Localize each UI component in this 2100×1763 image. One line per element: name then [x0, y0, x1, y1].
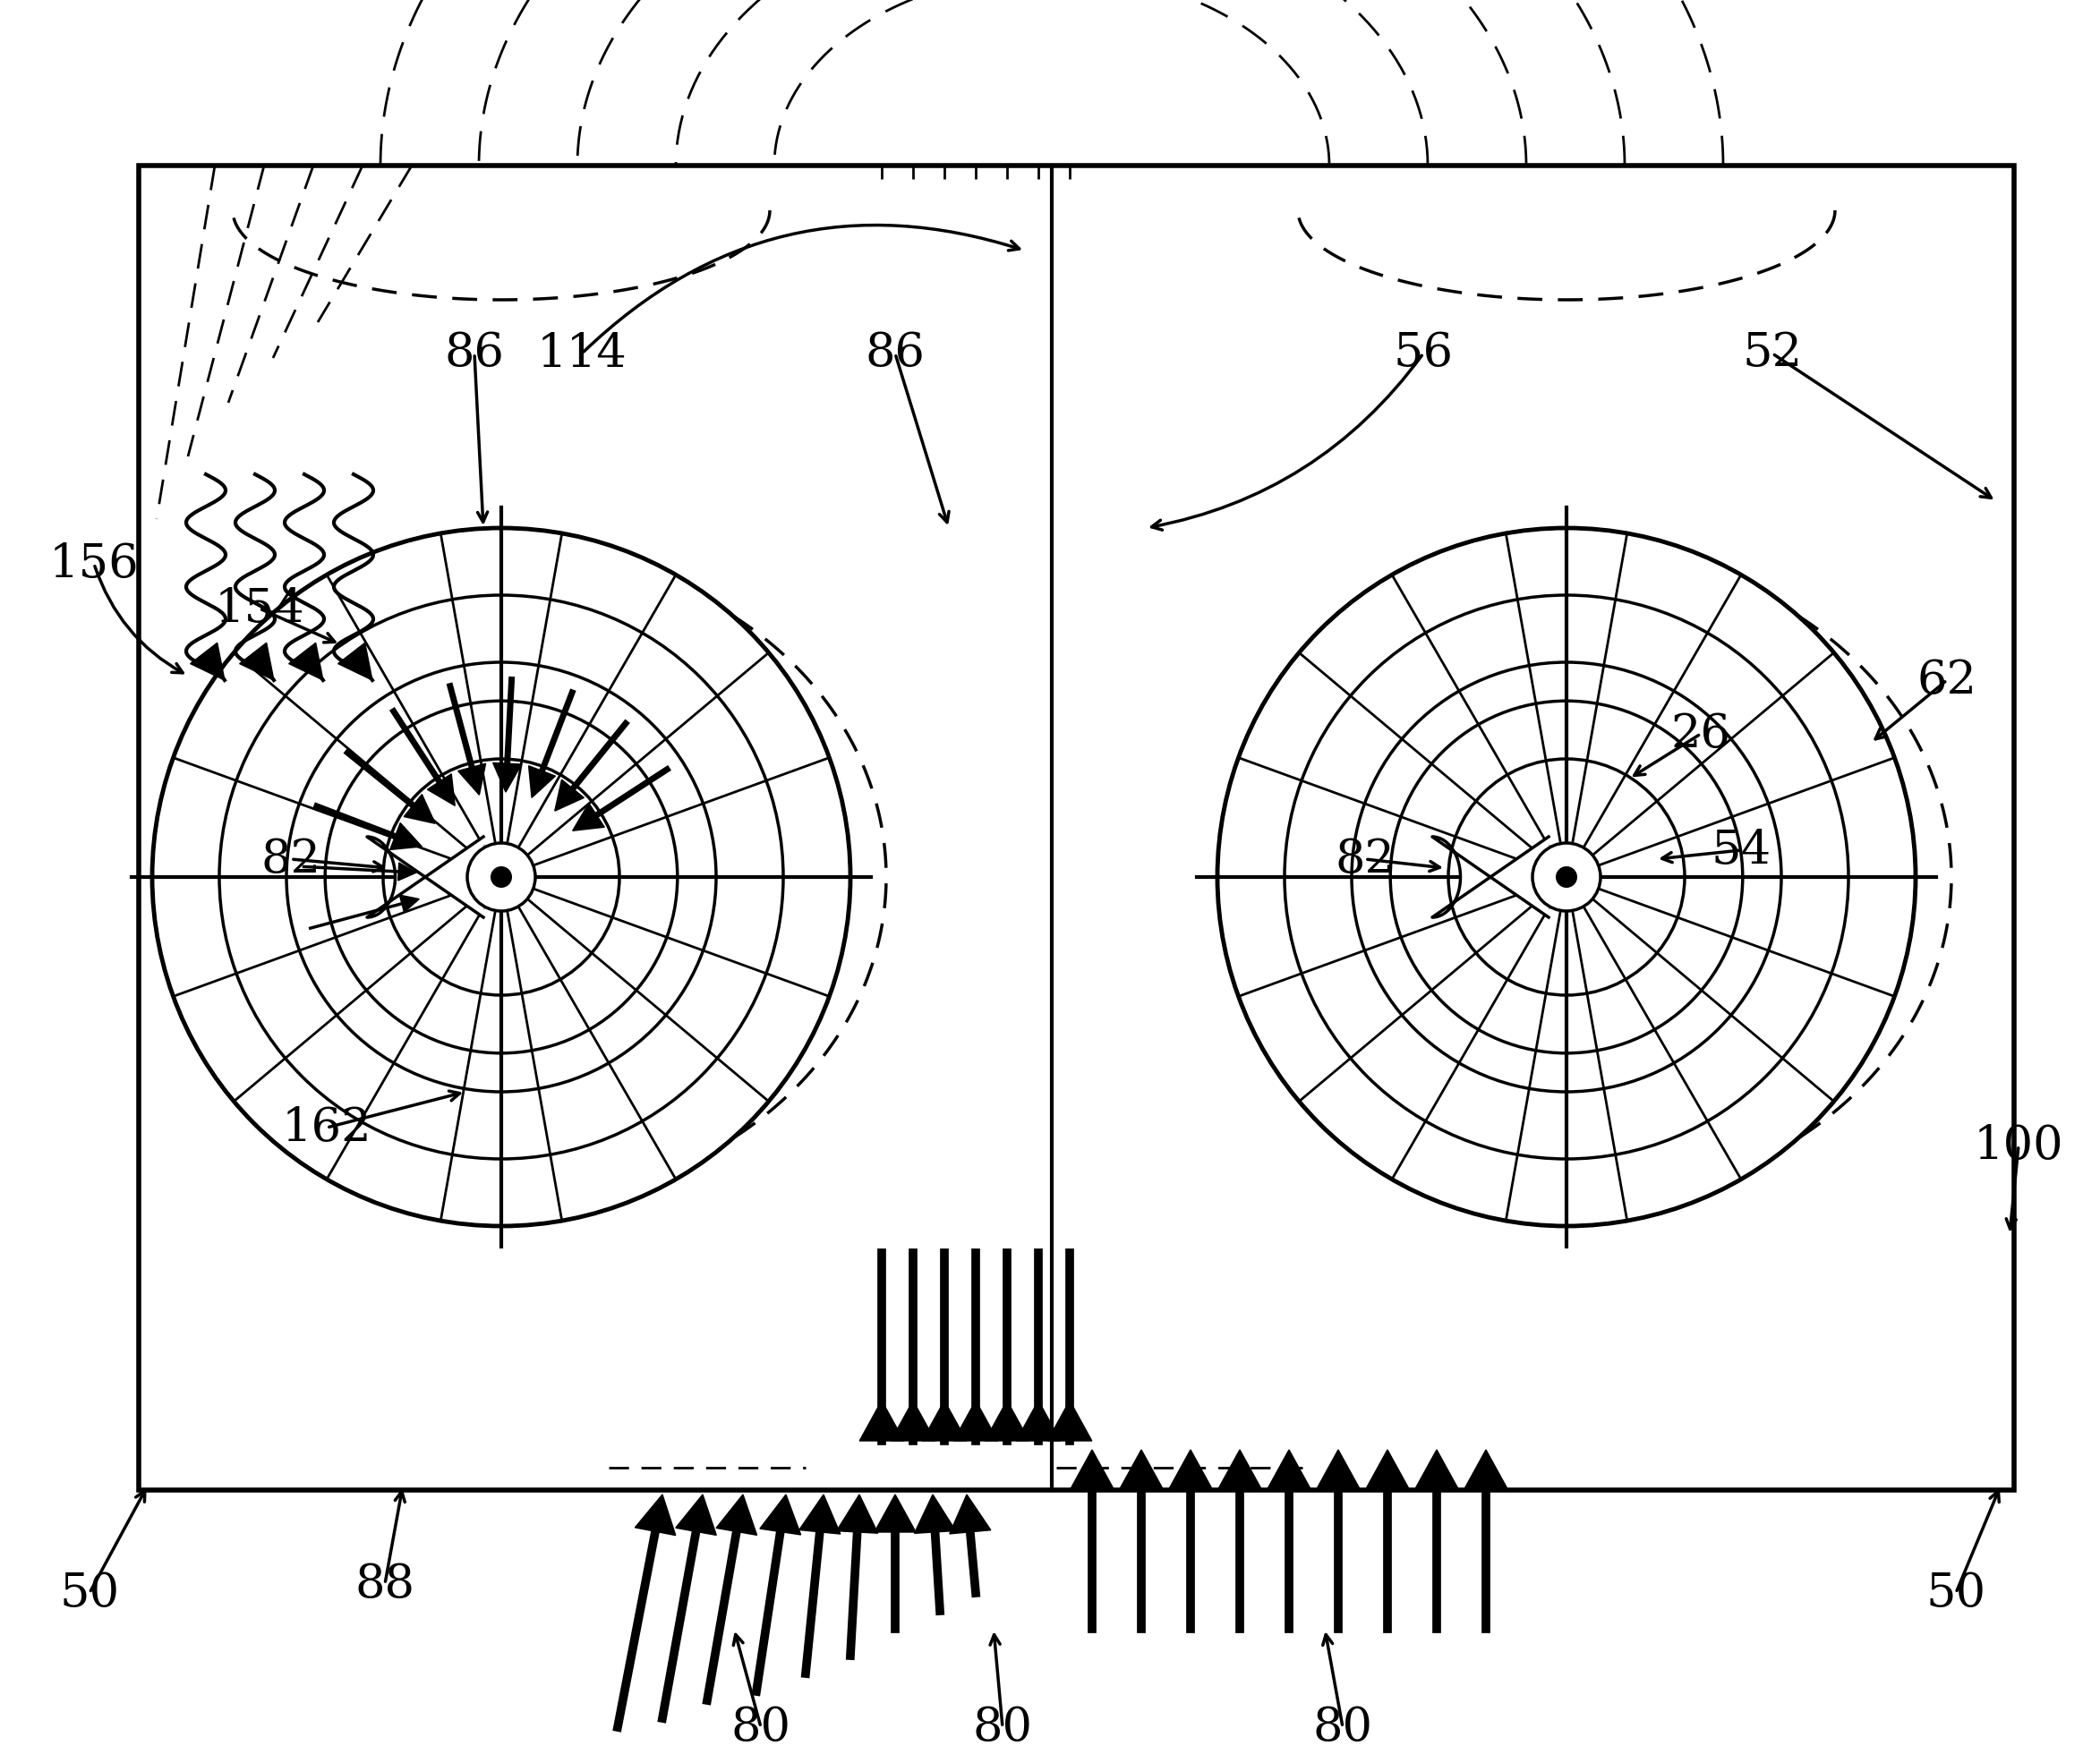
Polygon shape [634, 1495, 676, 1536]
Polygon shape [800, 1495, 840, 1534]
Polygon shape [1119, 1449, 1163, 1490]
Text: 62: 62 [1917, 658, 1976, 703]
Text: 86: 86 [865, 331, 926, 376]
Polygon shape [290, 643, 323, 681]
Polygon shape [529, 765, 554, 797]
Polygon shape [949, 1495, 991, 1534]
Polygon shape [1266, 1449, 1310, 1490]
Text: 80: 80 [972, 1705, 1033, 1751]
Text: 88: 88 [355, 1562, 416, 1606]
Polygon shape [493, 763, 521, 792]
Polygon shape [367, 837, 483, 917]
Polygon shape [1365, 1449, 1409, 1490]
Circle shape [151, 527, 851, 1225]
Text: 82: 82 [260, 836, 321, 882]
Polygon shape [1016, 1400, 1060, 1440]
Text: 156: 156 [48, 541, 139, 587]
Polygon shape [399, 896, 420, 911]
Polygon shape [953, 1400, 997, 1440]
Polygon shape [239, 643, 273, 681]
Text: 86: 86 [445, 331, 504, 376]
Text: 50: 50 [1926, 1571, 1987, 1615]
Text: 114: 114 [538, 331, 628, 376]
Polygon shape [922, 1400, 966, 1440]
Polygon shape [458, 763, 485, 795]
Polygon shape [676, 1495, 716, 1536]
Text: 80: 80 [731, 1705, 792, 1751]
Polygon shape [191, 643, 225, 681]
Polygon shape [1464, 1449, 1508, 1490]
Circle shape [468, 843, 536, 911]
Text: 56: 56 [1392, 331, 1453, 376]
Polygon shape [1069, 1449, 1115, 1490]
Polygon shape [338, 643, 372, 681]
Text: 82: 82 [1336, 836, 1394, 882]
Polygon shape [554, 779, 584, 811]
Polygon shape [428, 774, 456, 806]
Polygon shape [1218, 1449, 1262, 1490]
Text: 80: 80 [1312, 1705, 1373, 1751]
Polygon shape [836, 1495, 878, 1534]
Polygon shape [391, 823, 422, 850]
Polygon shape [985, 1400, 1029, 1440]
Polygon shape [914, 1495, 956, 1534]
Polygon shape [890, 1400, 934, 1440]
Polygon shape [573, 804, 605, 830]
Polygon shape [859, 1400, 903, 1440]
Text: 54: 54 [1711, 827, 1770, 873]
Polygon shape [1432, 837, 1548, 917]
Text: 162: 162 [281, 1105, 372, 1151]
Polygon shape [716, 1495, 756, 1536]
Circle shape [1218, 527, 1915, 1225]
Polygon shape [403, 795, 435, 823]
Polygon shape [760, 1495, 800, 1536]
Text: 100: 100 [1974, 1123, 2064, 1169]
Circle shape [491, 866, 512, 889]
Text: 50: 50 [59, 1571, 120, 1615]
Circle shape [1533, 843, 1600, 911]
Polygon shape [399, 862, 416, 880]
Text: 154: 154 [214, 585, 304, 631]
Text: 52: 52 [1743, 331, 1802, 376]
Polygon shape [1048, 1400, 1092, 1440]
Bar [139, 166, 2014, 1490]
Polygon shape [1317, 1449, 1361, 1490]
Polygon shape [1415, 1449, 1460, 1490]
Polygon shape [874, 1495, 916, 1532]
Polygon shape [1168, 1449, 1212, 1490]
Text: 26: 26 [1672, 710, 1730, 756]
Circle shape [1556, 866, 1577, 889]
